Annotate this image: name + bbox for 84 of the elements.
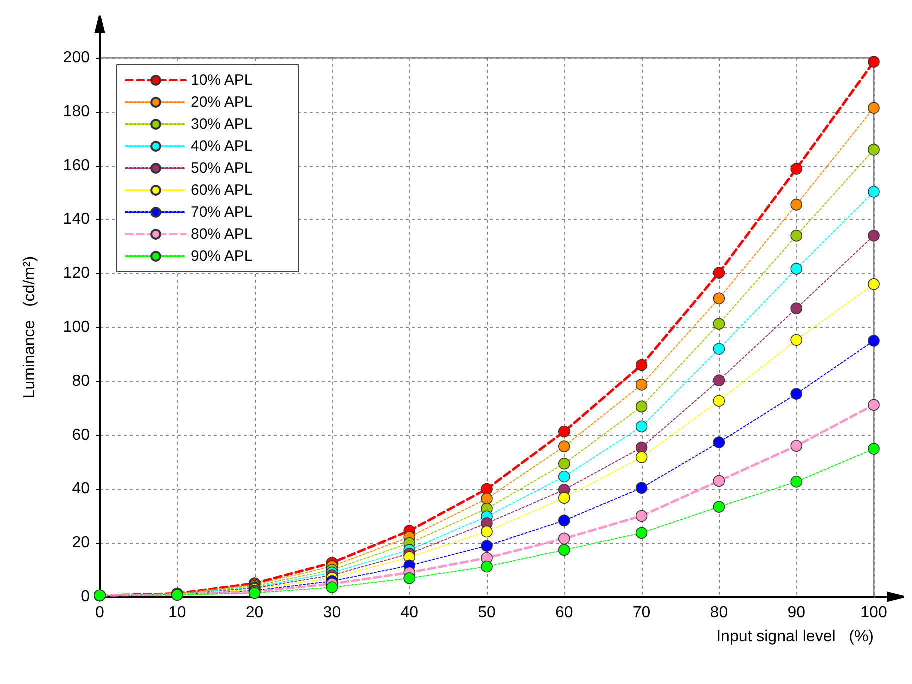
point bbox=[713, 318, 726, 330]
point bbox=[713, 292, 726, 305]
point bbox=[558, 458, 570, 470]
point bbox=[713, 374, 726, 386]
point bbox=[790, 476, 802, 488]
point bbox=[868, 399, 880, 412]
point bbox=[558, 532, 570, 545]
point bbox=[558, 470, 570, 483]
x-tick-label: 0 bbox=[96, 604, 105, 622]
x-tick-label: 100 bbox=[860, 604, 888, 622]
legend-label: 40% APL bbox=[191, 138, 253, 155]
point bbox=[868, 186, 880, 198]
x-tick-label: 80 bbox=[710, 604, 728, 622]
y-tick-label: 120 bbox=[63, 265, 90, 282]
y-tick-label: 0 bbox=[81, 588, 90, 606]
point bbox=[868, 443, 880, 455]
point bbox=[636, 420, 648, 433]
y-tick-label: 80 bbox=[72, 372, 90, 390]
point bbox=[636, 400, 648, 413]
x-tick-label: 10 bbox=[168, 604, 186, 622]
point bbox=[790, 263, 802, 275]
y-tick-label: 40 bbox=[72, 480, 90, 498]
point bbox=[713, 267, 726, 279]
point bbox=[713, 343, 726, 355]
x-tick-label: 40 bbox=[400, 604, 419, 622]
point bbox=[636, 482, 648, 494]
point bbox=[790, 230, 802, 242]
point bbox=[790, 388, 802, 400]
y-tick-label: 180 bbox=[63, 103, 90, 120]
point bbox=[558, 492, 570, 504]
point bbox=[790, 163, 802, 175]
x-tick-label: 60 bbox=[556, 604, 574, 622]
legend-label: 50% APL bbox=[191, 160, 253, 177]
point bbox=[713, 501, 726, 513]
point bbox=[868, 230, 880, 242]
point bbox=[790, 302, 802, 315]
legend-label: 10% APL bbox=[191, 72, 253, 89]
y-axis-title: Luminance (cd/m²) bbox=[22, 256, 38, 399]
point bbox=[790, 440, 802, 452]
legend-label: 60% APL bbox=[191, 182, 253, 199]
point bbox=[404, 572, 416, 584]
legend-label: 20% APL bbox=[191, 94, 253, 111]
point bbox=[868, 335, 880, 347]
point bbox=[481, 493, 493, 505]
x-tick-label: 20 bbox=[246, 604, 264, 622]
point bbox=[868, 56, 880, 68]
point bbox=[713, 395, 726, 407]
legend-label: 30% APL bbox=[191, 116, 253, 133]
point bbox=[326, 582, 338, 594]
point bbox=[636, 379, 648, 391]
y-tick-label: 60 bbox=[72, 426, 90, 444]
x-tick-label: 50 bbox=[478, 604, 496, 622]
legend-label: 80% APL bbox=[191, 226, 253, 243]
point bbox=[713, 475, 726, 488]
point bbox=[636, 359, 648, 372]
point bbox=[713, 436, 726, 448]
point bbox=[790, 334, 802, 346]
point bbox=[558, 440, 570, 453]
y-tick-label: 100 bbox=[63, 319, 90, 336]
y-tick-label: 200 bbox=[63, 50, 90, 66]
x-tick-label: 90 bbox=[788, 604, 806, 622]
legend-label: 90% APL bbox=[191, 248, 253, 265]
point bbox=[481, 540, 493, 552]
x-axis-title: Input signal level (%) bbox=[716, 628, 874, 646]
point bbox=[636, 452, 648, 464]
x-tick-label: 30 bbox=[323, 604, 342, 622]
point bbox=[868, 144, 880, 156]
point bbox=[636, 510, 648, 522]
point bbox=[636, 442, 648, 454]
point bbox=[868, 102, 880, 114]
point bbox=[481, 560, 493, 573]
point bbox=[636, 527, 648, 540]
point bbox=[481, 526, 493, 538]
legend-label: 70% APL bbox=[191, 204, 253, 221]
point bbox=[558, 544, 570, 556]
y-tick-label: 160 bbox=[63, 157, 90, 174]
y-tick-label: 20 bbox=[72, 534, 90, 552]
point bbox=[558, 514, 570, 527]
point bbox=[868, 278, 880, 290]
point bbox=[790, 198, 802, 211]
point bbox=[558, 426, 570, 438]
y-tick-label: 140 bbox=[63, 211, 90, 228]
x-tick-label: 70 bbox=[632, 604, 651, 622]
point bbox=[481, 483, 493, 496]
